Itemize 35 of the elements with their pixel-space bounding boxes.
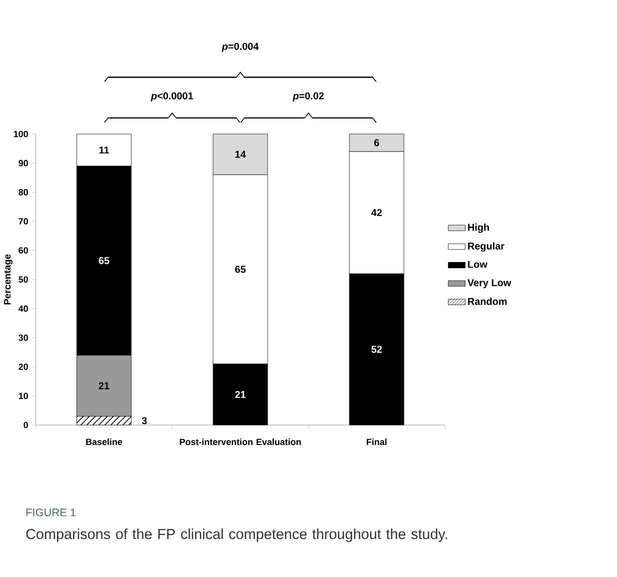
- data-label: 21: [98, 382, 110, 390]
- data-label: 3: [142, 417, 147, 424]
- x-tick-label: Final: [366, 438, 386, 446]
- data-label: 14: [235, 150, 246, 158]
- data-label: 11: [99, 146, 109, 154]
- caption: FIGURE 1: [26, 508, 76, 516]
- y-tick-label: 0: [24, 422, 28, 428]
- legend-label: High: [468, 224, 489, 233]
- y-tick-label: 20: [18, 364, 28, 370]
- text: Comparisons of the FP clinical competence throughout the study.: [26, 528, 448, 542]
- data-label: 65: [235, 266, 246, 273]
- legend-label: Low: [468, 260, 488, 268]
- y-tick-label: 10: [18, 392, 28, 400]
- y-tick-label: 50: [18, 276, 28, 283]
- text: p=0.004: [222, 42, 259, 52]
- y-tick-label: 70: [18, 218, 28, 224]
- y-tick-label: 60: [18, 247, 28, 254]
- legend-label: Regular: [468, 242, 504, 252]
- y-axis-title: Percentage: [4, 254, 13, 304]
- legend-label: Random: [468, 298, 507, 305]
- y-tick-label: 90: [18, 160, 28, 166]
- data-label: 21: [235, 390, 246, 398]
- y-tick-label: 40: [18, 305, 28, 312]
- data-label: 65: [98, 257, 110, 264]
- data-label: 52: [371, 346, 382, 353]
- y-tick-label: 80: [18, 189, 28, 196]
- y-tick-label: 100: [14, 130, 28, 138]
- x-tick-label: Post-intervention Evaluation: [180, 438, 301, 446]
- y-tick-label: 30: [18, 334, 28, 341]
- data-label: 42: [371, 209, 382, 216]
- text: p=0.02: [292, 92, 324, 102]
- x-tick-label: Baseline: [86, 438, 122, 446]
- data-label: 6: [374, 139, 380, 146]
- legend-label: Very Low: [467, 279, 512, 288]
- text: p<0.0001: [150, 92, 194, 102]
